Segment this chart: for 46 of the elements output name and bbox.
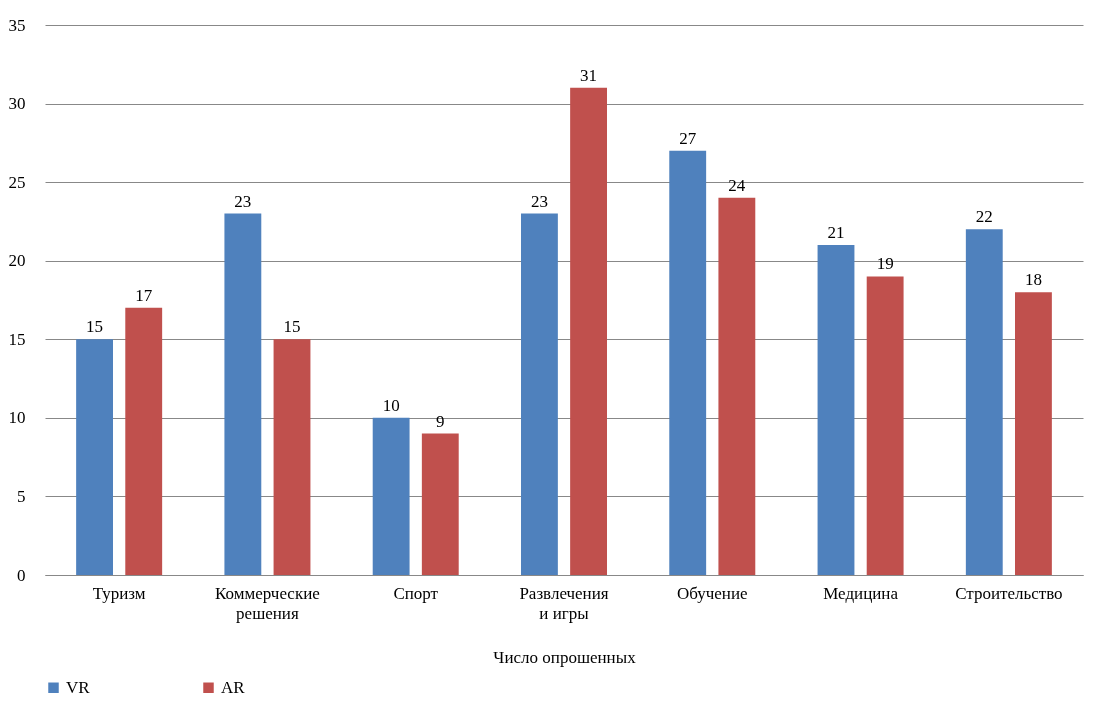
- bar: [817, 245, 855, 575]
- data-label: 9: [436, 411, 445, 431]
- data-label: 17: [135, 285, 153, 305]
- data-label: 23: [234, 191, 252, 211]
- legend-label: AR: [221, 677, 246, 697]
- bar: [125, 307, 163, 575]
- data-label: 24: [728, 175, 746, 195]
- bar: [718, 197, 756, 575]
- data-label: 21: [827, 223, 845, 242]
- bar: [1015, 292, 1052, 575]
- bar: [965, 229, 1003, 575]
- legend-label: VR: [66, 677, 91, 697]
- bar: [570, 87, 607, 575]
- y-tick-label: 0: [17, 565, 26, 585]
- x-tick-label: Строительство: [955, 583, 1063, 603]
- data-label: 31: [580, 65, 598, 85]
- y-tick-label: 20: [8, 251, 26, 271]
- y-tick-label: 25: [8, 172, 26, 192]
- y-tick-label: 35: [8, 15, 26, 35]
- bar: [669, 150, 707, 575]
- data-label: 22: [975, 207, 993, 227]
- x-tick-label: Туризм: [92, 583, 146, 603]
- bar: [866, 276, 904, 575]
- data-label: 15: [86, 317, 104, 337]
- x-tick-label: Спорт: [393, 583, 439, 603]
- bar: [76, 339, 113, 575]
- x-tick-label: Коммерческие решения: [215, 583, 320, 623]
- bar: [372, 417, 410, 575]
- x-tick-label: Обучение: [676, 583, 748, 603]
- data-label: 27: [679, 128, 697, 148]
- bar: [224, 213, 262, 575]
- bar: [273, 339, 311, 575]
- x-axis-title: Число опрошенных: [493, 647, 637, 667]
- data-label: 23: [530, 191, 548, 211]
- y-tick-label: 5: [17, 486, 26, 506]
- data-label: 18: [1024, 270, 1042, 290]
- x-tick-label: Развлечения и игры: [519, 583, 609, 623]
- data-label: 15: [283, 317, 301, 337]
- x-tick-label: Медицина: [823, 583, 899, 603]
- y-tick-label: 10: [8, 408, 26, 428]
- data-label: 10: [382, 395, 400, 415]
- data-label: 19: [876, 254, 894, 274]
- bar: [521, 213, 558, 575]
- y-tick-label: 15: [8, 329, 26, 349]
- y-tick-label: 30: [8, 94, 26, 114]
- bar: [421, 433, 459, 575]
